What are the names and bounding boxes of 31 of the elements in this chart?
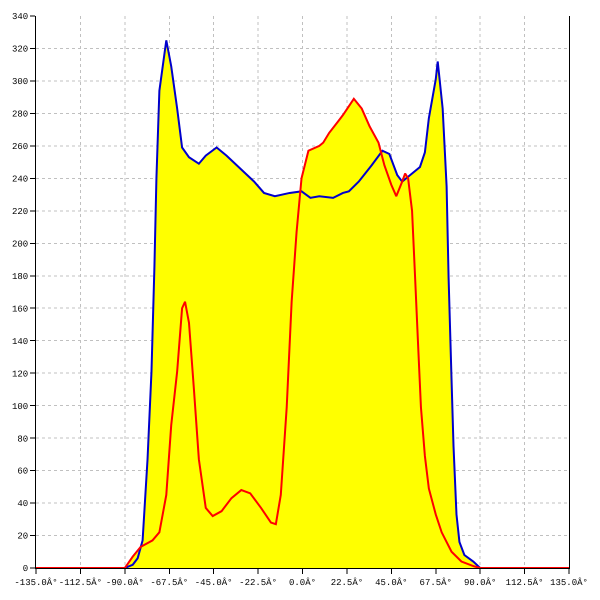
y-tick-label: 180 [12,272,28,282]
y-tick-label: 240 [12,174,28,184]
y-tick-label: 140 [12,336,28,347]
y-tick-label: 320 [12,44,28,55]
x-tick-label: 112.5Â° [506,576,544,588]
x-tick-label: 0.0Â° [288,576,316,588]
y-tick-label: 20 [17,532,28,542]
y-tick-label: 0 [22,564,28,574]
x-tick-label: 22.5Â° [330,576,364,588]
y-tick-label: 220 [12,206,28,217]
y-tick-label: 280 [12,110,28,120]
y-tick-label: 260 [12,142,28,152]
x-tick-label: -45.0Â° [194,576,233,588]
y-tick-label: 100 [12,402,28,412]
y-tick-label: 200 [12,239,28,250]
y-tick-label: 120 [12,369,28,380]
y-tick-label: 160 [12,304,28,314]
y-tick-label: 40 [17,499,28,510]
y-tick-label: 300 [12,77,28,88]
x-tick-label: -90.0Â° [106,576,144,588]
x-tick-label: -22.5Â° [239,576,277,588]
x-tick-label: 135.0Â° [550,576,588,588]
x-tick-label: -67.5Â° [150,576,188,588]
x-tick-label: -135.0Â° [14,576,58,588]
y-tick-label: 340 [12,12,28,22]
y-tick-label: 60 [17,466,28,477]
x-tick-label: 67.5Â° [420,576,452,588]
x-tick-label: 90.0Â° [464,576,496,588]
x-tick-label: -112.5Â° [58,576,102,588]
x-tick-label: 45.0Â° [375,576,408,588]
y-tick-label: 80 [17,434,28,444]
